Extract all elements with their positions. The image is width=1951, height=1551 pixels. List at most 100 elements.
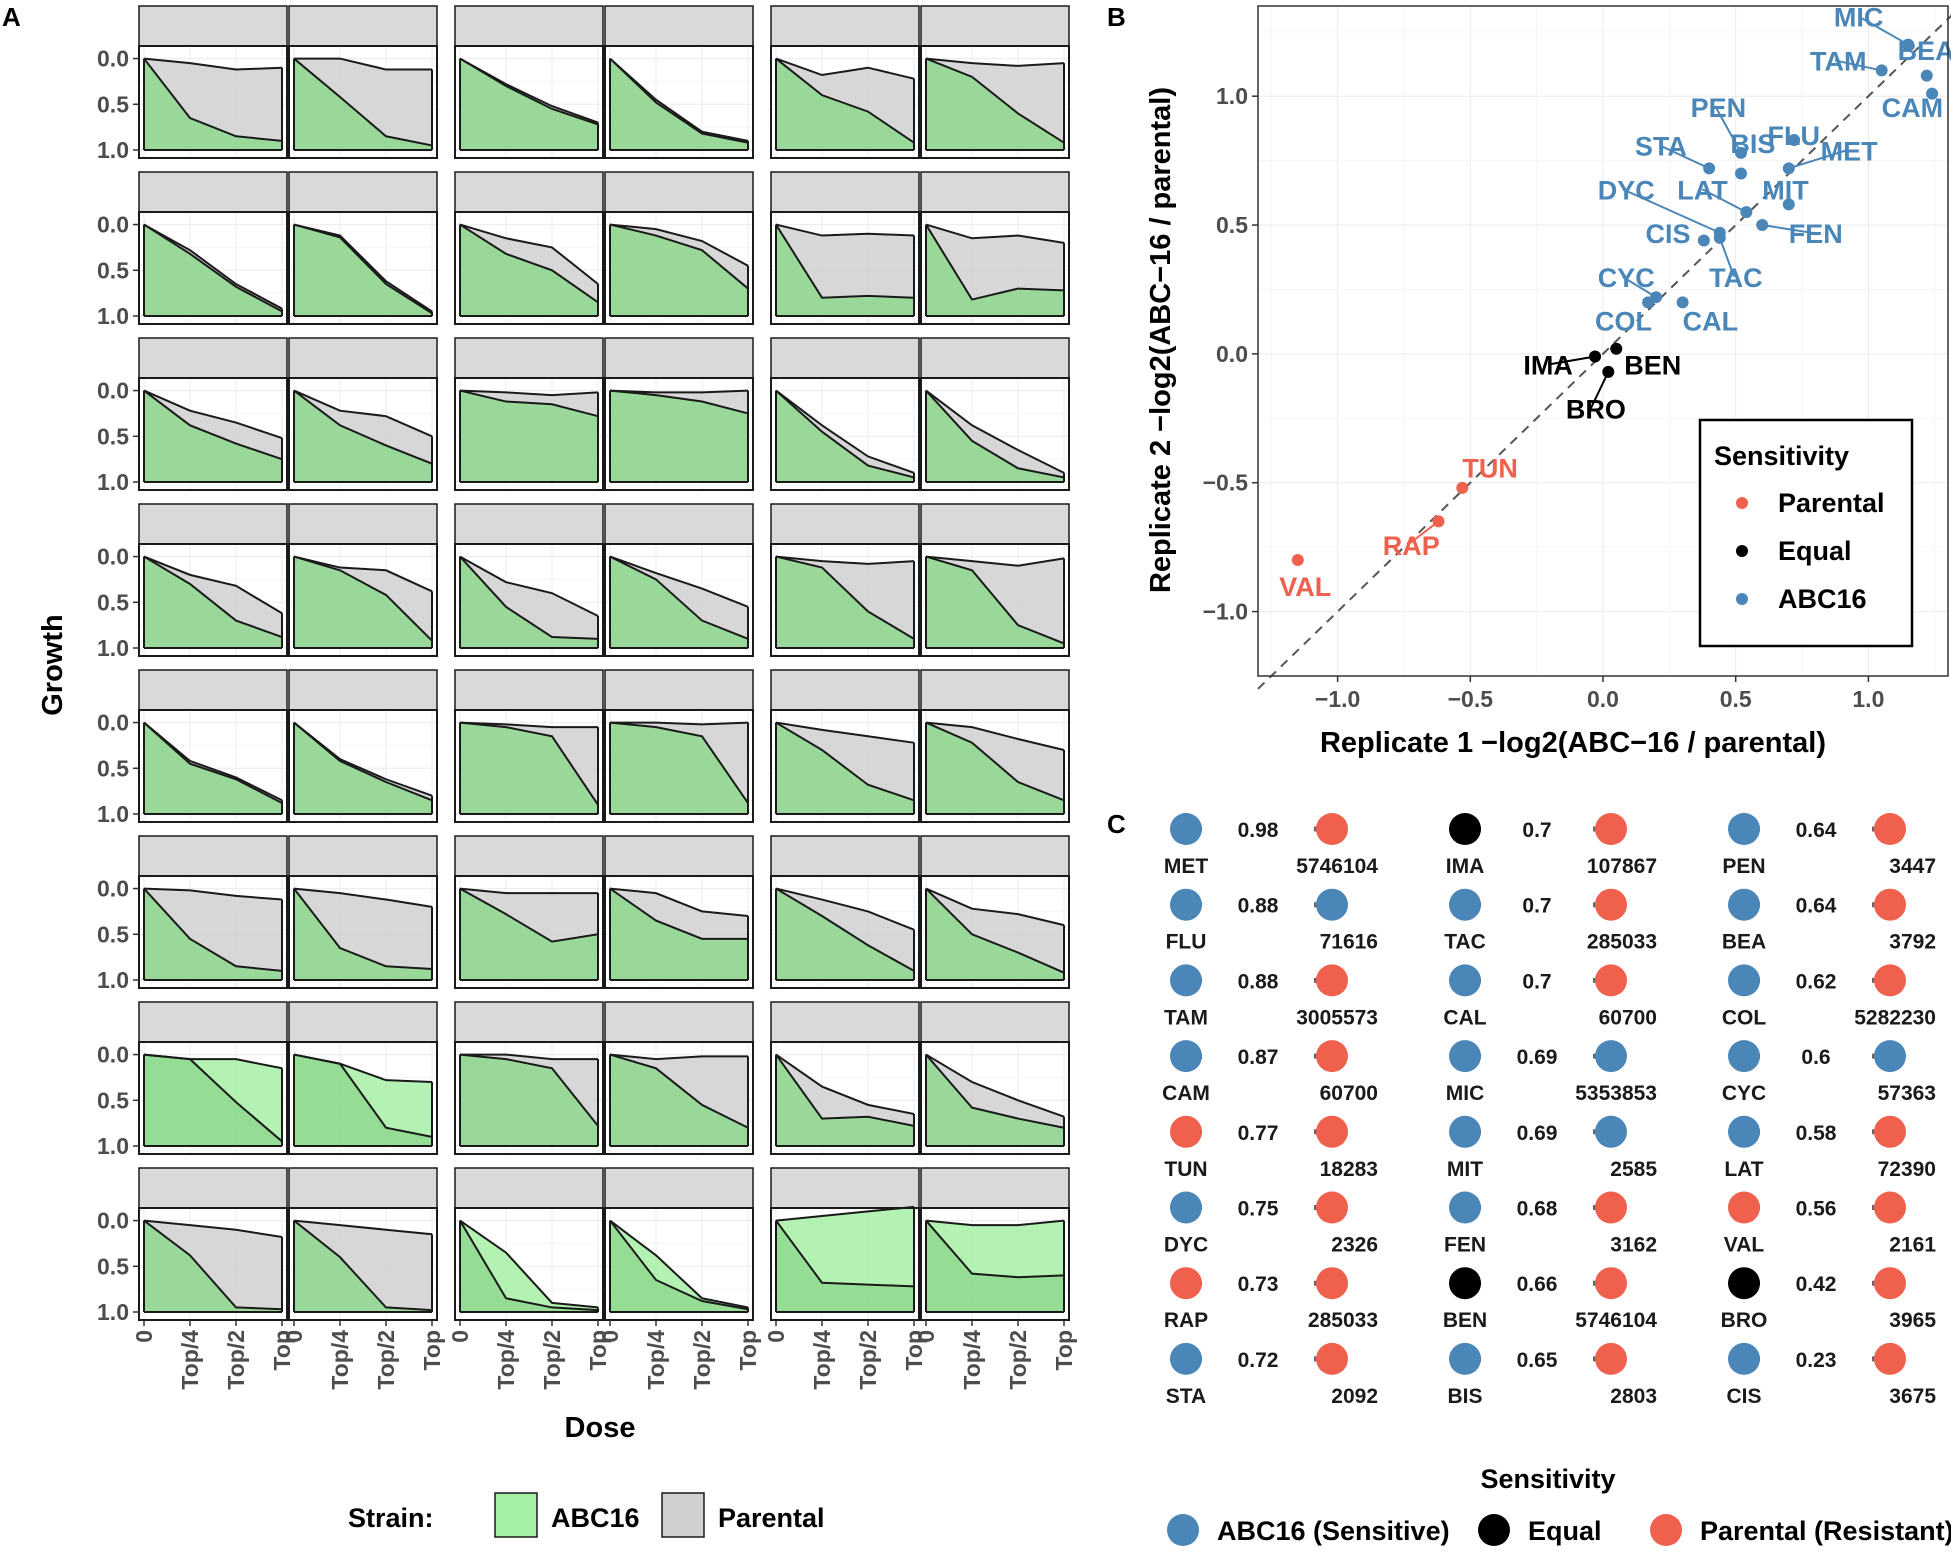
parental-line: [609, 887, 749, 917]
x-tick-label: 0.5: [1720, 686, 1752, 712]
abc16-line: [293, 1219, 433, 1312]
facet-strip: [454, 5, 604, 47]
facet-cal2: [604, 171, 754, 325]
left-dot: [1449, 813, 1481, 845]
facet-lat2: [604, 669, 754, 823]
y-tick-label: 1.0: [97, 469, 129, 495]
lollipop-bis: 0.65 BIS 2803: [1447, 1342, 1657, 1408]
x-tick-label: 0: [763, 1330, 789, 1343]
left-dot: [1170, 813, 1202, 845]
facet-frame: [920, 543, 1070, 657]
lollipop-flu: 0.88 FLU 71616: [1166, 888, 1378, 954]
lollipop-rap: 0.73 RAP 285033: [1164, 1267, 1378, 1332]
facet-dyc1: 1.0 0.5 0.0: [97, 503, 288, 661]
right-dot: [1874, 813, 1906, 845]
x-tick-label: 0: [131, 1330, 157, 1343]
abc16-line: [609, 887, 748, 940]
facet-sta1: [454, 1001, 604, 1155]
facet-plot: [920, 1041, 1070, 1155]
lollipop-legend: Sensitivity ABC16 (Sensitive) Equal Parenta…: [1167, 1464, 1951, 1546]
facet-frame: [920, 211, 1070, 325]
compound-id: 72390: [1878, 1158, 1936, 1181]
point-pen: [1735, 146, 1747, 159]
drug-label: CAL: [1443, 1006, 1486, 1029]
point-label-sta: STA: [1635, 131, 1687, 161]
facet-frame: [454, 1041, 604, 1155]
x-tick-label: Top/2: [539, 1330, 565, 1390]
panel-label-a: A: [2, 2, 21, 32]
abc16-line: [775, 887, 915, 972]
left-dot: [1728, 1191, 1760, 1224]
facet-plot: [770, 377, 920, 491]
abc16-line: [293, 389, 433, 465]
abc16-line: [459, 57, 599, 126]
compound-id: 285033: [1587, 931, 1657, 954]
lollipop-met: 0.98 MET 5746104: [1164, 813, 1378, 878]
facet-plot: [604, 377, 754, 491]
facet-frame: [288, 211, 438, 325]
drug-label: BRO: [1721, 1309, 1768, 1332]
parental-line: [143, 555, 283, 615]
similarity-value: 0.6: [1801, 1046, 1830, 1069]
parental-line: [459, 555, 599, 617]
parental-line: [925, 721, 1065, 751]
drug-label: RAP: [1164, 1309, 1208, 1332]
facet-frame: [454, 1207, 604, 1321]
compound-id: 5353853: [1575, 1082, 1657, 1105]
parental-area: [460, 1220, 598, 1312]
legend-label-2: Parental (Resistant): [1700, 1516, 1951, 1546]
abc16-area: [294, 556, 432, 648]
facet-frame: [454, 543, 604, 657]
similarity-value: 0.64: [1796, 895, 1837, 918]
facet-plot: [604, 1041, 754, 1155]
left-dot: [1449, 888, 1481, 921]
abc16-line: [609, 389, 749, 415]
x-tick-label: Top/2: [223, 1330, 249, 1390]
facet-frame: [920, 875, 1070, 989]
point-cis: [1697, 234, 1710, 247]
abc16-line: [459, 555, 599, 640]
similarity-value: 0.7: [1522, 970, 1551, 993]
lollipop-mic: 0.69 MIC 5353853: [1446, 1040, 1657, 1105]
similarity-value: 0.69: [1517, 1046, 1558, 1069]
x-tick-label: 0: [281, 1330, 307, 1343]
right-dot: [1316, 1342, 1348, 1375]
y-tick-label: 1.0: [97, 137, 129, 163]
drug-label: TUN: [1164, 1158, 1207, 1181]
point-label-cal: CAL: [1683, 307, 1739, 337]
drug-label: CIS: [1726, 1385, 1761, 1408]
facet-frame: [604, 543, 754, 657]
facet-strip: [604, 669, 754, 711]
facet-frame: [604, 709, 754, 823]
drug-label: VAL: [1724, 1234, 1765, 1257]
abc16-area: [610, 58, 748, 150]
facet-strip: [138, 1001, 288, 1043]
legend-swatch-abc16: [494, 1492, 538, 1538]
facet-frame: [604, 1041, 754, 1155]
point-sta: [1703, 162, 1716, 175]
strain-legend: Strain: ABC16 Parental: [348, 1492, 825, 1538]
facet-strip: [604, 1001, 754, 1043]
facet-bis2: [920, 5, 1070, 159]
facet-strip: [288, 337, 438, 379]
facet-strip: [138, 5, 288, 47]
y-tick-label: 0.5: [97, 755, 129, 781]
facet-plot: [770, 709, 920, 823]
facet-strip: [920, 171, 1070, 213]
facet-plot: [288, 45, 438, 159]
facet-plot: 0 Top/4 Top/2 Top: [597, 1207, 761, 1390]
facet-plot: [920, 377, 1070, 491]
parental-line: [609, 223, 749, 267]
facet-plot: [288, 875, 438, 989]
facet-frame: [920, 709, 1070, 823]
point-rap: [1432, 515, 1445, 528]
compound-id: 5746104: [1575, 1309, 1657, 1332]
right-dot: [1874, 964, 1906, 997]
abc16-line: [609, 1219, 749, 1309]
drug-label: FLU: [1166, 931, 1207, 954]
left-dot: [1728, 1115, 1760, 1148]
facet-strip: [454, 171, 604, 213]
facet-strip: [604, 5, 754, 47]
facet-strip: [770, 171, 920, 213]
facet-frame: [138, 709, 288, 823]
